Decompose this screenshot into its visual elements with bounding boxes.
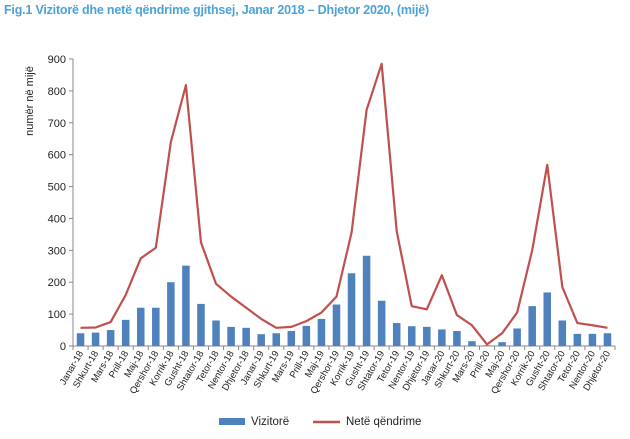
bar-vizitore (106, 330, 115, 346)
bar-vizitore (227, 326, 235, 346)
line-nete-qendrime (80, 62, 608, 346)
bar-vizitore (498, 342, 506, 346)
legend-label-nete-qendrime: Netë qëndrime (346, 416, 421, 428)
bar-vizitore (136, 307, 145, 346)
y-tick-label: 900 (48, 54, 66, 66)
bar-vizitore (197, 303, 205, 346)
y-tick-label: 100 (48, 309, 66, 321)
bar-vizitore (347, 273, 356, 346)
y-tick-label: 200 (48, 277, 66, 289)
y-tick-label: 0 (60, 341, 66, 353)
bar-vizitore (377, 300, 386, 346)
bar-vizitore (76, 333, 85, 346)
legend-swatch-vizitore (219, 418, 245, 425)
bar-vizitore (392, 323, 401, 346)
bar-vizitore (332, 304, 341, 346)
bar-vizitore (573, 333, 582, 346)
bar-vizitore (242, 327, 250, 346)
bar-vizitore (167, 282, 175, 346)
bar-vizitore (362, 255, 371, 346)
bar-vizitore (588, 333, 597, 346)
chart-title: Fig.1 Vizitorë dhe netë qëndrime gjithse… (4, 3, 429, 17)
bar-vizitore (483, 345, 491, 346)
bar-vizitore (257, 334, 265, 346)
bar-vizitore (287, 331, 296, 346)
bar-vizitore (212, 320, 220, 346)
legend-label-vizitore: Vizitorë (251, 416, 289, 428)
y-tick-label: 600 (48, 150, 66, 162)
y-tick-label: 800 (48, 86, 66, 98)
bar-vizitore (121, 319, 130, 346)
bar-vizitore (513, 328, 521, 346)
y-axis-label: numër në mijë (24, 66, 36, 136)
y-tick-label: 700 (48, 118, 66, 130)
bar-vizitore (272, 333, 281, 346)
y-tick-label: 500 (48, 182, 66, 194)
bar-vizitore (468, 341, 476, 346)
bar-vizitore (558, 320, 567, 346)
bar-vizitore (543, 292, 552, 346)
bar-vizitore (317, 318, 326, 346)
y-tick-label: 400 (48, 213, 66, 225)
bar-vizitore (182, 265, 190, 346)
bar-vizitore (528, 306, 536, 346)
bar-vizitore (91, 332, 100, 346)
bar-vizitore (438, 329, 446, 346)
bar-vizitore (423, 326, 431, 346)
bar-vizitore (302, 325, 311, 346)
y-tick-label: 300 (48, 245, 66, 257)
bar-vizitore (407, 326, 416, 346)
bar-vizitore (152, 307, 160, 346)
bar-vizitore (603, 333, 612, 346)
bar-vizitore (453, 331, 461, 346)
